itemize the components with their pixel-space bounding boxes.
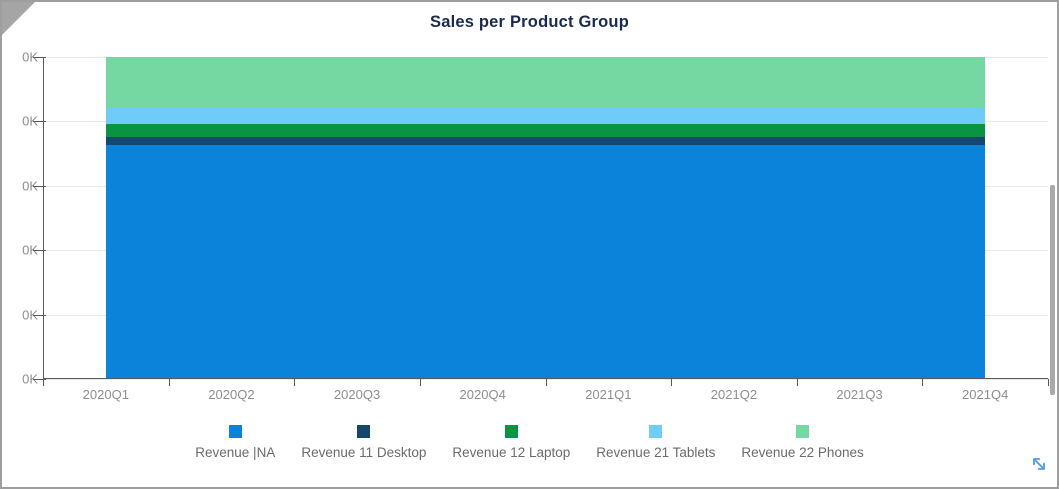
legend-item[interactable]: Revenue |NA [195,423,275,460]
y-axis-tick [33,314,46,316]
legend-label: Revenue 21 Tablets [596,445,716,460]
area-layer-revenue-22-phones[interactable] [106,57,985,108]
y-axis-tick-label: 0K [22,371,38,387]
x-axis-tick [419,379,421,386]
y-axis-tick [33,250,46,252]
legend-swatch-icon [357,425,371,438]
x-axis-tick-label: 2021Q3 [836,387,883,402]
x-axis-tick-label: 2021Q1 [585,387,632,402]
x-axis-tick-label: 2020Q1 [82,387,129,402]
x-axis-tick-label: 2020Q2 [208,387,255,402]
area-layer-revenue-21-tablets[interactable] [106,107,985,125]
x-axis-tick [545,379,547,386]
legend-label: Revenue 11 Desktop [301,445,427,460]
x-axis-tick [168,379,170,386]
x-axis-tick [796,379,798,386]
area-layer-revenue-11-desktop[interactable] [106,137,985,145]
y-axis-tick [33,185,46,187]
plot-area [33,57,1049,386]
vertical-scrollbar-thumb[interactable] [1050,185,1055,395]
legend-item[interactable]: Revenue 12 Laptop [452,423,570,460]
legend-label: Revenue |NA [195,445,276,460]
legend-swatch-icon [504,425,518,438]
y-axis-tick [33,379,46,380]
legend-label: Revenue 22 Phones [741,445,864,460]
y-axis-tick-label: 0K [22,113,38,129]
chart-title: Sales per Product Group [430,13,629,31]
y-axis-line [43,57,44,379]
y-axis-tick-label: 0K [22,242,38,258]
y-axis-tick-label: 0K [22,307,38,323]
x-axis-tick [1048,379,1049,386]
y-axis-tick-label: 0K [22,178,38,194]
y-axis-tick [33,57,46,58]
y-axis-labels: 0K 0K 0K 0K 0K 0K [10,50,40,387]
legend-item[interactable]: Revenue 11 Desktop [301,423,426,460]
area-layer-revenue-na[interactable] [106,144,985,378]
legend-item[interactable]: Revenue 22 Phones [741,423,864,460]
y-axis-tick [33,121,46,123]
legend-swatch-icon [796,425,810,438]
x-axis-tick-label: 2021Q2 [710,387,758,402]
x-axis-tick-label: 2020Q3 [333,387,381,402]
stacked-area-series [106,57,985,378]
legend-label: Revenue 12 Laptop [452,445,571,460]
x-axis-tick-label: 2021Q4 [962,387,1009,402]
chart-legend: Revenue |NA Revenue 11 Desktop Revenue 12 … [2,423,1057,460]
y-axis-tick-label: 0K [22,49,38,65]
legend-swatch-icon [228,425,242,438]
x-axis-tick [43,379,44,386]
x-axis-tick [922,379,924,386]
x-axis-tick [294,379,296,386]
x-axis-labels: 2020Q1 2020Q2 2020Q3 2020Q4 2021Q1 2021Q2 2021… [43,387,1048,402]
x-axis-line [43,378,1048,379]
legend-swatch-icon [649,425,663,438]
x-axis-tick-label: 2020Q4 [459,387,506,402]
legend-item[interactable]: Revenue 21 Tablets [596,423,715,460]
resize-expand-icon[interactable] [1029,454,1049,474]
x-axis-tick [671,379,673,386]
area-layer-revenue-12-laptop[interactable] [106,124,985,138]
